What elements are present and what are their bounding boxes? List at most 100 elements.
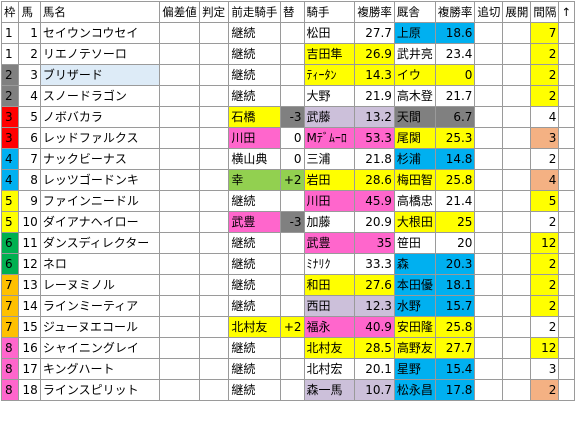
workout-cell[interactable] xyxy=(474,358,504,380)
trainer-cell[interactable]: 尾関 xyxy=(393,127,436,149)
interval-cell[interactable]: 3 xyxy=(530,127,560,149)
umaban-cell[interactable]: 4 xyxy=(18,85,41,107)
umaban-cell[interactable]: 6 xyxy=(18,127,41,149)
jockey-cell[interactable]: 武藤 xyxy=(303,106,356,128)
deviation-cell[interactable] xyxy=(159,211,201,233)
deviation-cell[interactable] xyxy=(159,22,201,44)
judge-cell[interactable] xyxy=(199,316,230,338)
trainer-cell[interactable]: 梅田智 xyxy=(393,169,436,191)
waku-cell[interactable]: 7 xyxy=(0,316,20,338)
workout-cell[interactable] xyxy=(474,85,504,107)
horse-name-cell[interactable]: レッツゴードンキ xyxy=(39,169,161,191)
change-cell[interactable] xyxy=(280,358,305,380)
interval-cell[interactable]: 2 xyxy=(530,85,560,107)
jockey-cell[interactable]: 福永 xyxy=(303,316,356,338)
jockey-rate-cell[interactable]: 14.3 xyxy=(354,64,395,86)
waku-cell[interactable]: 4 xyxy=(0,148,20,170)
arrow-cell[interactable] xyxy=(558,358,575,380)
trainer-cell[interactable]: 上原 xyxy=(393,22,436,44)
pace-cell[interactable] xyxy=(502,253,532,275)
umaban-cell[interactable]: 9 xyxy=(18,190,41,212)
header-umaban[interactable]: 馬 xyxy=(18,1,41,23)
trainer-rate-cell[interactable]: 6.7 xyxy=(434,106,476,128)
workout-cell[interactable] xyxy=(474,127,504,149)
deviation-cell[interactable] xyxy=(159,106,201,128)
interval-cell[interactable]: 4 xyxy=(530,169,560,191)
horse-name-cell[interactable]: レーヌミノル xyxy=(39,274,161,296)
workout-cell[interactable] xyxy=(474,169,504,191)
umaban-cell[interactable]: 10 xyxy=(18,211,41,233)
horse-name-cell[interactable]: ダイアナヘイロー xyxy=(39,211,161,233)
arrow-cell[interactable] xyxy=(558,22,575,44)
trainer-cell[interactable]: 安田隆 xyxy=(393,316,436,338)
workout-cell[interactable] xyxy=(474,316,504,338)
trainer-rate-cell[interactable]: 27.7 xyxy=(434,337,476,359)
jockey-cell[interactable]: ﾃｨｰﾀﾝ xyxy=(303,64,356,86)
header-judge[interactable]: 判定 xyxy=(199,1,230,23)
judge-cell[interactable] xyxy=(199,379,230,401)
jockey-rate-cell[interactable]: 28.5 xyxy=(354,337,395,359)
change-cell[interactable] xyxy=(280,22,305,44)
deviation-cell[interactable] xyxy=(159,127,201,149)
workout-cell[interactable] xyxy=(474,148,504,170)
horse-name-cell[interactable]: スノードラゴン xyxy=(39,85,161,107)
waku-cell[interactable]: 3 xyxy=(0,127,20,149)
header-prev-jockey[interactable]: 前走騎手 xyxy=(228,1,281,23)
deviation-cell[interactable] xyxy=(159,169,201,191)
header-name[interactable]: 馬名 xyxy=(39,1,161,23)
pace-cell[interactable] xyxy=(502,106,532,128)
umaban-cell[interactable]: 13 xyxy=(18,274,41,296)
interval-cell[interactable]: 12 xyxy=(530,232,560,254)
prev-jockey-cell[interactable]: 継続 xyxy=(228,253,281,275)
trainer-rate-cell[interactable]: 15.7 xyxy=(434,295,476,317)
deviation-cell[interactable] xyxy=(159,232,201,254)
workout-cell[interactable] xyxy=(474,253,504,275)
change-cell[interactable] xyxy=(280,85,305,107)
deviation-cell[interactable] xyxy=(159,85,201,107)
change-cell[interactable]: -3 xyxy=(280,211,305,233)
pace-cell[interactable] xyxy=(502,64,532,86)
jockey-rate-cell[interactable]: 35 xyxy=(354,232,395,254)
prev-jockey-cell[interactable]: 継続 xyxy=(228,337,281,359)
header-change[interactable]: 替 xyxy=(280,1,305,23)
prev-jockey-cell[interactable]: 継続 xyxy=(228,232,281,254)
interval-cell[interactable]: 2 xyxy=(530,211,560,233)
change-cell[interactable]: -3 xyxy=(280,106,305,128)
jockey-rate-cell[interactable]: 40.9 xyxy=(354,316,395,338)
interval-cell[interactable]: 7 xyxy=(530,22,560,44)
change-cell[interactable] xyxy=(280,43,305,65)
trainer-rate-cell[interactable]: 20.3 xyxy=(434,253,476,275)
umaban-cell[interactable]: 7 xyxy=(18,148,41,170)
waku-cell[interactable]: 2 xyxy=(0,85,20,107)
jockey-rate-cell[interactable]: 21.8 xyxy=(354,148,395,170)
arrow-cell[interactable] xyxy=(558,43,575,65)
judge-cell[interactable] xyxy=(199,64,230,86)
jockey-rate-cell[interactable]: 20.9 xyxy=(354,211,395,233)
arrow-cell[interactable] xyxy=(558,106,575,128)
pace-cell[interactable] xyxy=(502,295,532,317)
arrow-cell[interactable] xyxy=(558,127,575,149)
judge-cell[interactable] xyxy=(199,295,230,317)
waku-cell[interactable]: 5 xyxy=(0,211,20,233)
workout-cell[interactable] xyxy=(474,232,504,254)
prev-jockey-cell[interactable]: 継続 xyxy=(228,64,281,86)
trainer-rate-cell[interactable]: 25.8 xyxy=(434,169,476,191)
trainer-rate-cell[interactable]: 20 xyxy=(434,232,476,254)
workout-cell[interactable] xyxy=(474,190,504,212)
waku-cell[interactable]: 2 xyxy=(0,64,20,86)
waku-cell[interactable]: 5 xyxy=(0,190,20,212)
prev-jockey-cell[interactable]: 継続 xyxy=(228,379,281,401)
jockey-cell[interactable]: 西田 xyxy=(303,295,356,317)
pace-cell[interactable] xyxy=(502,190,532,212)
umaban-cell[interactable]: 3 xyxy=(18,64,41,86)
umaban-cell[interactable]: 2 xyxy=(18,43,41,65)
change-cell[interactable]: +2 xyxy=(280,169,305,191)
jockey-rate-cell[interactable]: 27.6 xyxy=(354,274,395,296)
waku-cell[interactable]: 6 xyxy=(0,232,20,254)
umaban-cell[interactable]: 16 xyxy=(18,337,41,359)
trainer-rate-cell[interactable]: 23.4 xyxy=(434,43,476,65)
arrow-cell[interactable] xyxy=(558,232,575,254)
trainer-rate-cell[interactable]: 25.8 xyxy=(434,316,476,338)
umaban-cell[interactable]: 8 xyxy=(18,169,41,191)
horse-name-cell[interactable]: ラインミーティア xyxy=(39,295,161,317)
